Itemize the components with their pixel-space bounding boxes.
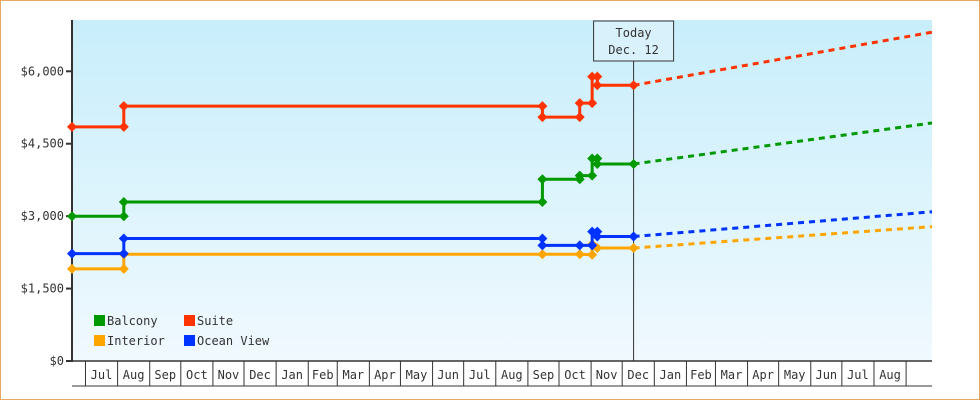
suite-data-point bbox=[574, 112, 585, 123]
suite-data-point bbox=[118, 121, 129, 132]
ocean-view-data-point bbox=[592, 231, 603, 242]
ocean-view-data-point bbox=[574, 240, 585, 251]
series-balcony bbox=[67, 121, 933, 222]
x-tick-label: Mar bbox=[342, 368, 364, 382]
x-tick-label: Apr bbox=[374, 368, 396, 382]
legend-swatch-balcony bbox=[94, 315, 105, 326]
x-tick-label: Jun bbox=[437, 368, 459, 382]
y-tick-label: $1,500 bbox=[21, 282, 64, 296]
x-tick-label: Aug bbox=[879, 368, 901, 382]
ocean-view-data-point bbox=[537, 240, 548, 251]
legend-label-interior: Interior bbox=[107, 334, 165, 348]
balcony-data-point bbox=[537, 196, 548, 207]
suite-data-point bbox=[118, 101, 129, 112]
suite-data-point bbox=[587, 71, 598, 82]
suite-data-point bbox=[628, 80, 639, 91]
suite-data-point bbox=[592, 71, 603, 82]
interior-projection-line bbox=[633, 225, 933, 250]
x-tick-label: Jul bbox=[847, 368, 869, 382]
legend-label-suite: Suite bbox=[197, 314, 233, 328]
balcony-data-point bbox=[118, 211, 129, 222]
today-date: Dec. 12 bbox=[608, 43, 659, 57]
x-tick-label: Sep bbox=[154, 368, 176, 382]
ocean-view-data-point bbox=[587, 240, 598, 251]
x-tick-label: Dec bbox=[249, 368, 271, 382]
x-tick-label: Jan bbox=[660, 368, 682, 382]
suite-data-point bbox=[67, 121, 77, 132]
x-tick-label: Feb bbox=[690, 368, 712, 382]
series-suite bbox=[67, 30, 933, 132]
balcony-data-point bbox=[67, 211, 77, 222]
today-box bbox=[593, 20, 675, 62]
legend-swatch-ocean-view bbox=[184, 335, 195, 346]
ocean-view-data-point bbox=[118, 233, 129, 244]
y-tick-label: $6,000 bbox=[21, 64, 64, 78]
x-tick-label: Dec bbox=[627, 368, 649, 382]
suite-data-point bbox=[587, 98, 598, 109]
x-tick-label: May bbox=[406, 368, 428, 382]
plot-area bbox=[72, 20, 932, 361]
ocean-view-data-point bbox=[628, 231, 639, 242]
balcony-data-point bbox=[587, 170, 598, 181]
x-tick-label: Nov bbox=[218, 368, 240, 382]
x-tick-label: Feb bbox=[312, 368, 334, 382]
suite-data-point bbox=[592, 80, 603, 91]
y-tick-label: $3,000 bbox=[21, 209, 64, 223]
ocean-view-data-point bbox=[587, 226, 598, 237]
x-tick-label: Mar bbox=[721, 368, 743, 382]
interior-data-point bbox=[628, 243, 639, 254]
x-tick-label: Jun bbox=[815, 368, 837, 382]
interior-data-point bbox=[67, 263, 77, 274]
ocean-view-data-point bbox=[118, 248, 129, 259]
balcony-data-point bbox=[118, 196, 129, 207]
suite-data-point bbox=[574, 98, 585, 109]
balcony-data-point bbox=[587, 153, 598, 164]
legend-swatch-interior bbox=[94, 335, 105, 346]
x-tick-label: Aug bbox=[501, 368, 523, 382]
x-tick-label: Nov bbox=[596, 368, 618, 382]
y-tick-label: $0 bbox=[50, 354, 64, 368]
ocean-view-data-point bbox=[537, 233, 548, 244]
interior-data-point bbox=[537, 249, 548, 260]
suite-data-point bbox=[537, 101, 548, 112]
interior-data-point bbox=[118, 263, 129, 274]
interior-data-point bbox=[574, 249, 585, 260]
ocean-view-data-point bbox=[67, 248, 77, 259]
x-tick-label: Aug bbox=[123, 368, 145, 382]
series-ocean-view bbox=[67, 210, 933, 259]
ocean-view-projection-line bbox=[633, 210, 933, 239]
balcony-data-point bbox=[537, 174, 548, 185]
x-tick-label: Jul bbox=[91, 368, 113, 382]
x-tick-label: Oct bbox=[186, 368, 208, 382]
x-tick-label: May bbox=[784, 368, 806, 382]
suite-data-point bbox=[537, 112, 548, 123]
y-tick-label: $4,500 bbox=[21, 137, 64, 151]
balcony-data-point bbox=[592, 153, 603, 164]
legend-label-ocean-view: Ocean View bbox=[197, 334, 270, 348]
x-tick-label: Apr bbox=[752, 368, 774, 382]
balcony-data-point bbox=[574, 170, 585, 181]
x-tick-label: Jul bbox=[469, 368, 491, 382]
today-label: Today bbox=[616, 26, 652, 40]
balcony-data-point bbox=[592, 159, 603, 170]
x-tick-label: Oct bbox=[564, 368, 586, 382]
x-tick-label: Jan bbox=[281, 368, 303, 382]
interior-data-point bbox=[587, 249, 598, 260]
x-tick-label: Sep bbox=[533, 368, 555, 382]
legend-label-balcony: Balcony bbox=[107, 314, 158, 328]
balcony-data-point bbox=[628, 159, 639, 170]
legend-swatch-suite bbox=[184, 315, 195, 326]
